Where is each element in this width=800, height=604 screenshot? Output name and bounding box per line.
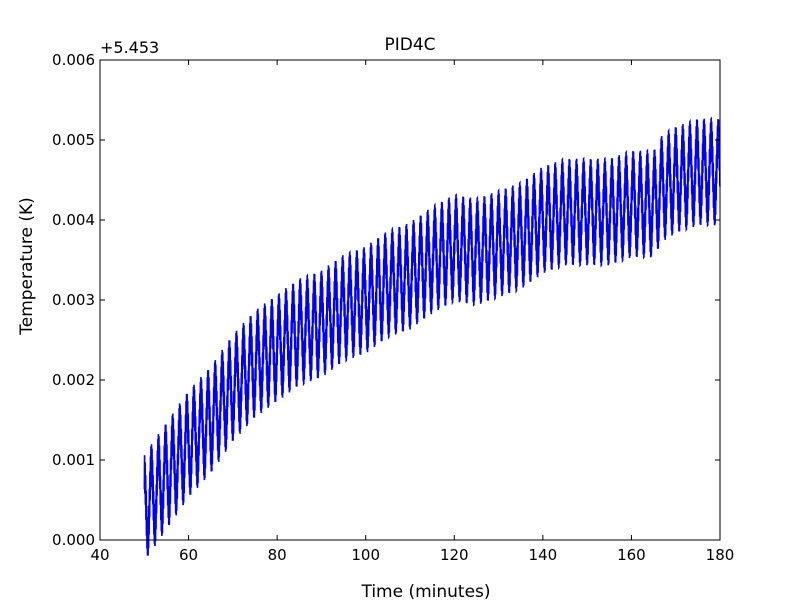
ticks: 40 60 80 100 120 140 160 180 0.000 0.001 0.002 0.00… — [52, 51, 734, 564]
x-tick-label: 100 — [351, 546, 380, 564]
y-offset-label: +5.453 — [100, 38, 159, 57]
x-tick-label: 80 — [268, 546, 287, 564]
y-tick-label: 0.004 — [52, 211, 95, 229]
y-tick-label: 0.003 — [52, 291, 95, 309]
x-tick-label: 180 — [706, 546, 735, 564]
x-tick-label: 160 — [617, 546, 646, 564]
y-tick-label: 0.006 — [52, 51, 95, 69]
temperature-series — [143, 116, 721, 556]
y-tick-label: 0.000 — [52, 531, 95, 549]
y-tick-label: 0.001 — [52, 451, 95, 469]
x-tick-label: 140 — [529, 546, 558, 564]
x-tick-label: 60 — [179, 546, 198, 564]
series-line — [143, 116, 721, 556]
x-axis-label: Time (minutes) — [360, 582, 490, 600]
y-tick-label: 0.002 — [52, 371, 95, 389]
y-axis-label: Temperature (K) — [17, 197, 37, 336]
x-tick-label: 120 — [440, 546, 469, 564]
chart-title: PID4C — [384, 35, 435, 55]
x-tick-label: 40 — [90, 546, 109, 564]
y-tick-label: 0.005 — [52, 131, 95, 149]
